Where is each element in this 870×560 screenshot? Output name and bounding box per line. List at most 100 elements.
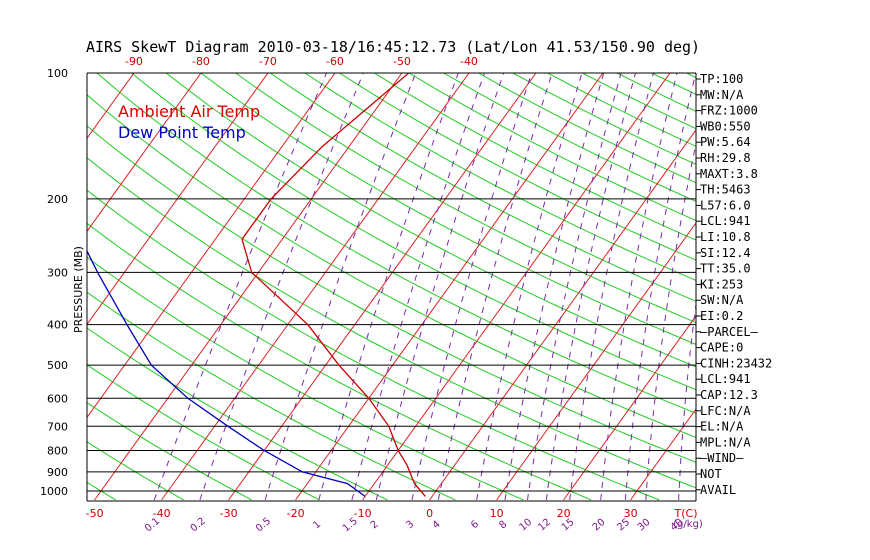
dry-adiabat-line xyxy=(87,256,524,501)
mixing-ratio-tick-label: 0.2 xyxy=(189,516,208,535)
dry-adiabat-line xyxy=(304,73,696,281)
isotherms xyxy=(87,73,870,501)
sounding-index-label: MPL:N/A xyxy=(700,435,751,449)
pressure-tick-label: 100 xyxy=(47,67,68,80)
dry-adiabat-line xyxy=(0,73,48,500)
mixing-ratio-tick-label: 8 xyxy=(497,519,509,532)
pressure-tick-label: 400 xyxy=(47,319,68,332)
bottom-temp-tick-label: 20 xyxy=(557,507,571,520)
air-temp-line xyxy=(241,73,426,497)
sounding-index-label: SW:N/A xyxy=(700,293,744,307)
pressure-tick-label: 700 xyxy=(47,420,68,433)
mixing-ratio-tick-label: 12 xyxy=(536,517,553,534)
mixing-ratio-line xyxy=(678,300,696,500)
mixing-ratio-tick-label: 0.5 xyxy=(254,516,273,535)
sounding-index-label: MW:N/A xyxy=(700,88,744,102)
dew-point-line xyxy=(87,249,366,497)
top-temp-tick-label: -90 xyxy=(125,55,143,68)
dry-adiabat-line xyxy=(87,327,388,501)
dry-adiabat-line xyxy=(651,73,696,95)
sounding-index-label: TT:35.0 xyxy=(700,262,751,276)
sounding-index-label: LCL:941 xyxy=(700,214,751,228)
mixing-ratio-line xyxy=(624,73,696,500)
sounding-index-label: KI:253 xyxy=(700,277,743,291)
top-temp-tick-label: -40 xyxy=(460,55,478,68)
bottom-temp-tick-label: -50 xyxy=(86,507,104,520)
mixing-ratio-tick-label: 1 xyxy=(311,519,323,532)
isotherm-line xyxy=(563,315,696,501)
bottom-temp-tick-label: -40 xyxy=(153,507,171,520)
dry-adiabat-line xyxy=(87,441,184,501)
sounding-index-label: NOT xyxy=(700,467,722,481)
sounding-index-label: TP:100 xyxy=(700,72,743,86)
bottom-temp-tick-label: 0 xyxy=(426,507,433,520)
mixing-ratio-tick-label: 2 xyxy=(369,519,381,532)
bottom-temp-tick-label: -10 xyxy=(354,507,372,520)
sounding-index-label: TH:5463 xyxy=(700,183,751,197)
mixing-ratio-line xyxy=(545,73,636,500)
dry-adiabat-line xyxy=(165,73,696,368)
dry-adiabat-line xyxy=(408,73,696,222)
isotherm-line xyxy=(87,73,202,233)
sounding-index-label: RH:29.8 xyxy=(700,151,751,165)
dry-adiabat-line xyxy=(87,222,592,501)
isotherm-line xyxy=(87,73,269,326)
sounding-series xyxy=(87,73,426,497)
mixing-ratio-line xyxy=(645,140,696,500)
sounding-index-label: SI:12.4 xyxy=(700,246,751,260)
mixing-ratio-line xyxy=(351,73,485,501)
mixing-ratio-line xyxy=(437,73,553,501)
sounding-index-label: LI:10.8 xyxy=(700,230,751,244)
isotherm-line xyxy=(295,73,604,501)
legend-ambient-air-temp: Ambient Air Temp xyxy=(118,102,260,121)
pressure-tick-label: 1000 xyxy=(40,485,68,498)
y-axis-label: PRESSURE (MB) xyxy=(72,246,85,333)
mixing-ratio-tick-label: 10 xyxy=(517,517,534,534)
mixing-ratio-line xyxy=(375,73,505,501)
isotherm-line xyxy=(362,73,671,501)
dry-adiabat-line xyxy=(756,73,870,500)
sounding-index-label: –WIND– xyxy=(700,451,744,465)
top-temp-tick-label: -50 xyxy=(393,55,411,68)
dry-adiabat-line xyxy=(87,125,696,463)
legend-dew-point-temp: Dew Point Temp xyxy=(118,123,246,142)
mixing-ratio-unit-label: (g/kg) xyxy=(673,519,703,530)
pressure-tick-label: 200 xyxy=(47,193,68,206)
dry-adiabat-line xyxy=(87,94,696,438)
mixing-ratio-line xyxy=(318,73,459,501)
sounding-index-label: FRZ:1000 xyxy=(700,104,758,118)
mixing-ratio-lines xyxy=(153,73,696,501)
dry-adiabat-line xyxy=(87,402,252,501)
bottom-temp-tick-label: -30 xyxy=(220,507,238,520)
sounding-index-label: LFC:N/A xyxy=(700,404,751,418)
sounding-index-label: EL:N/A xyxy=(700,420,744,434)
mixing-ratio-line xyxy=(504,73,605,500)
dry-adiabat-line xyxy=(270,73,696,302)
isotherm-line xyxy=(832,73,870,500)
mixing-ratio-line xyxy=(476,73,583,500)
top-temp-tick-label: -60 xyxy=(326,55,344,68)
mixing-ratio-line xyxy=(569,73,654,500)
sounding-index-label: CAP:12.3 xyxy=(700,388,758,402)
mixing-ratio-line xyxy=(527,73,622,500)
chart-title: AIRS SkewT Diagram 2010-03-18/16:45:12.7… xyxy=(86,38,700,56)
sounding-index-label: WB0:550 xyxy=(700,119,751,133)
dry-adiabat-line xyxy=(131,73,696,391)
sounding-index-label: MAXT:3.8 xyxy=(700,167,758,181)
mixing-ratio-tick-label: 3 xyxy=(404,519,416,532)
isotherm-line xyxy=(161,73,470,501)
pressure-tick-label: 900 xyxy=(47,466,68,479)
pressure-tick-label: 800 xyxy=(47,444,68,457)
dry-adiabat-line xyxy=(339,73,696,261)
dry-adiabat-line xyxy=(235,73,696,324)
isotherm-line xyxy=(87,73,336,419)
sounding-index-label: CAPE:0 xyxy=(700,341,743,355)
dry-adiabat-line xyxy=(87,364,320,501)
top-temp-tick-label: -70 xyxy=(259,55,277,68)
bottom-temp-tick-label: 10 xyxy=(490,507,504,520)
isotherm-line xyxy=(765,73,870,500)
sounding-index-label: L57:6.0 xyxy=(700,198,751,212)
sounding-index-label: AVAIL xyxy=(700,483,736,497)
